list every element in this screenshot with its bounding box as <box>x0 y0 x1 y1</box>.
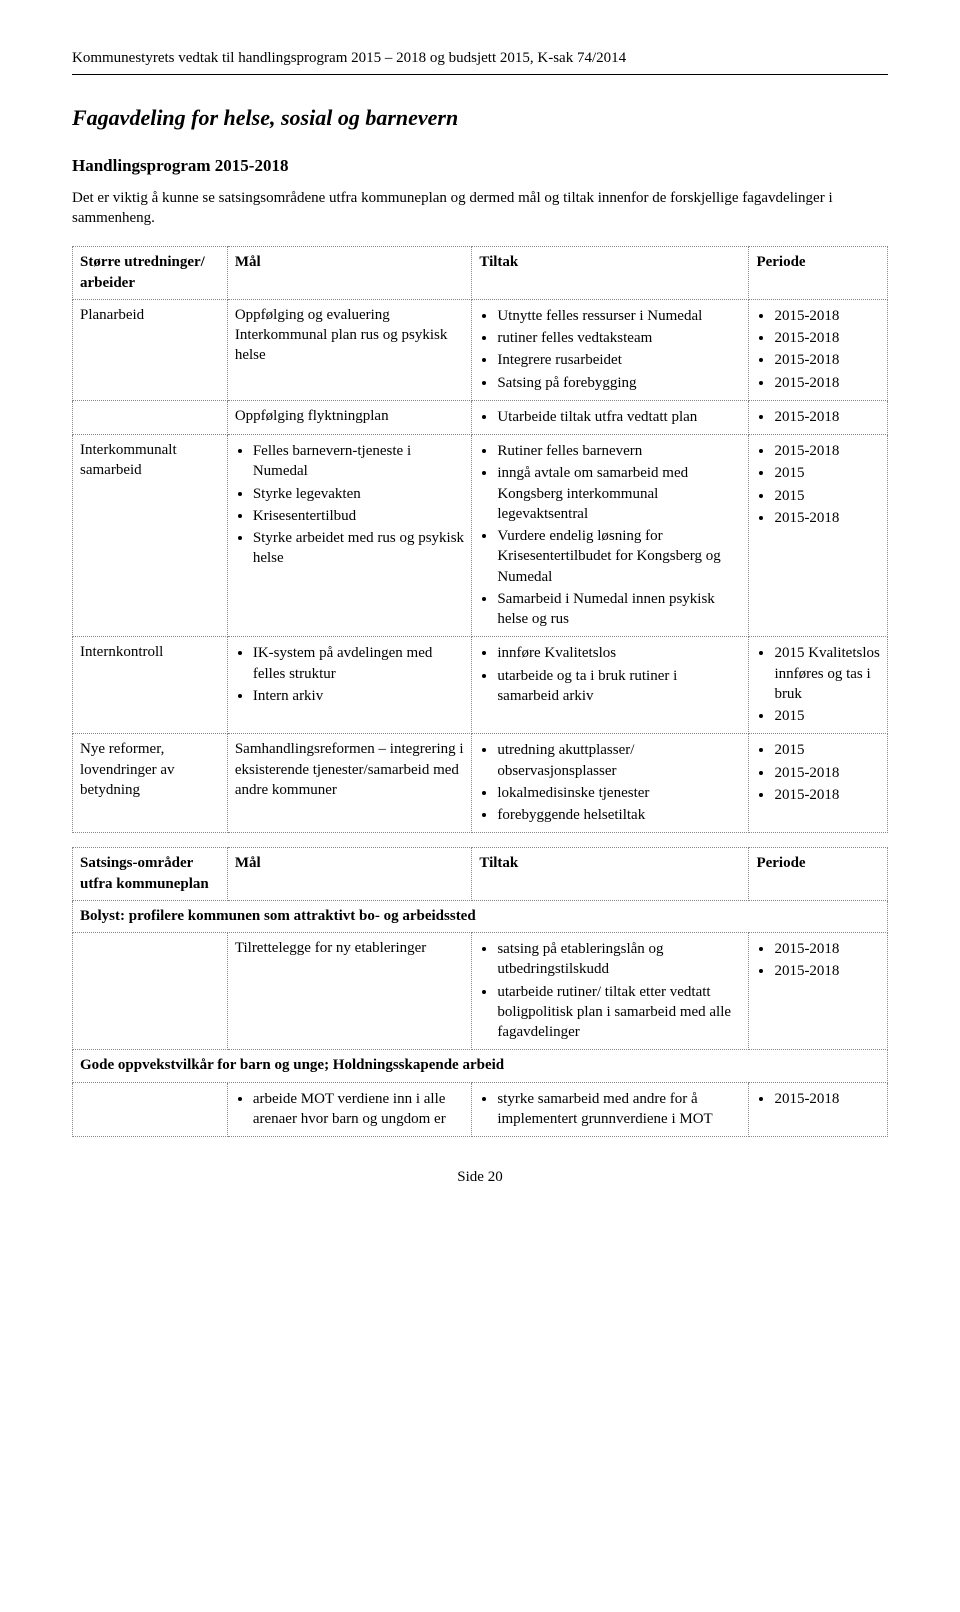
cell-goal: Oppfølging og evaluering Interkommunal p… <box>227 299 472 400</box>
list-item: forebyggende helsetiltak <box>497 804 741 826</box>
list-item: IK-system på avdelingen med felles struk… <box>253 642 465 685</box>
list-item: 2015-2018 <box>774 938 880 960</box>
intro-paragraph: Det er viktig å kunne se satsingsområden… <box>72 188 888 229</box>
list-item: 2015-2018 <box>774 327 880 349</box>
page-footer: Side 20 <box>72 1167 888 1187</box>
table-row: Oppfølging flyktningplan Utarbeide tilta… <box>73 400 888 434</box>
list-item: utredning akuttplasser/ observasjonsplas… <box>497 739 741 782</box>
table-span-row: Gode oppvekstvilkår for barn og unge; Ho… <box>73 1050 888 1082</box>
list-item: rutiner felles vedtaksteam <box>497 327 741 349</box>
list-item: Integrere rusarbeidet <box>497 349 741 371</box>
table-header-row: Satsings-områder utfra kommuneplan Mål T… <box>73 848 888 901</box>
list-item: innføre Kvalitetslos <box>497 642 741 664</box>
cell-goal: Samhandlingsreformen – integrering i eks… <box>227 734 472 833</box>
list-item: Samarbeid i Numedal innen psykisk helse … <box>497 588 741 631</box>
section-title: Fagavdeling for helse, sosial og barneve… <box>72 103 888 133</box>
subtitle: Handlingsprogram 2015-2018 <box>72 155 888 178</box>
cell-measures: Rutiner felles barnevern inngå avtale om… <box>472 435 749 637</box>
cell-period: 2015-2018 2015-2018 <box>749 933 888 1050</box>
cell-rowlabel <box>73 933 228 1050</box>
list-item: 2015-2018 <box>774 406 880 428</box>
span-heading: Bolyst: profilere kommunen som attraktiv… <box>73 900 888 932</box>
list-item: lokalmedisinske tjenester <box>497 782 741 804</box>
table-row: Nye reformer, lovendringer av betydning … <box>73 734 888 833</box>
cell-rowlabel <box>73 400 228 434</box>
cell-goal: Felles barnevern-tjeneste i Numedal Styr… <box>227 435 472 637</box>
list-item: Felles barnevern-tjeneste i Numedal <box>253 440 465 483</box>
list-item: 2015-2018 <box>774 305 880 327</box>
cell-measures: Utnytte felles ressurser i Numedal rutin… <box>472 299 749 400</box>
list-item: 2015-2018 <box>774 372 880 394</box>
table-span-row: Bolyst: profilere kommunen som attraktiv… <box>73 900 888 932</box>
list-item: Intern arkiv <box>253 685 465 707</box>
cell-period: 2015-2018 2015-2018 2015-2018 2015-2018 <box>749 299 888 400</box>
table-row: arbeide MOT verdiene inn i alle arenaer … <box>73 1082 888 1137</box>
cell-rowlabel: Nye reformer, lovendringer av betydning <box>73 734 228 833</box>
list-item: Vurdere endelig løsning for Krisesentert… <box>497 525 741 588</box>
cell-measures: utredning akuttplasser/ observasjonsplas… <box>472 734 749 833</box>
list-item: 2015-2018 <box>774 440 880 462</box>
list-item: Utnytte felles ressurser i Numedal <box>497 305 741 327</box>
cell-rowlabel <box>73 1082 228 1137</box>
list-item: 2015 <box>774 739 880 761</box>
table-row: Planarbeid Oppfølging og evaluering Inte… <box>73 299 888 400</box>
cell-measures: satsing på etableringslån og utbedringst… <box>472 933 749 1050</box>
list-item: 2015-2018 <box>774 960 880 982</box>
col-header: Større utredninger/ arbeider <box>73 247 228 300</box>
header-rule <box>72 74 888 75</box>
page-header: Kommunestyrets vedtak til handlingsprogr… <box>72 48 888 68</box>
col-header: Periode <box>749 247 888 300</box>
list-item: 2015 <box>774 485 880 507</box>
list-item: 2015 Kvalitetslos innføres og tas i bruk <box>774 642 880 705</box>
list-item: Rutiner felles barnevern <box>497 440 741 462</box>
col-header: Periode <box>749 848 888 901</box>
cell-period: 2015-2018 <box>749 1082 888 1137</box>
list-item: Krisesentertilbud <box>253 505 465 527</box>
table-row: Internkontroll IK-system på avdelingen m… <box>73 637 888 734</box>
cell-rowlabel: Internkontroll <box>73 637 228 734</box>
table-larger-studies: Større utredninger/ arbeider Mål Tiltak … <box>72 246 888 833</box>
cell-rowlabel: Planarbeid <box>73 299 228 400</box>
list-item: arbeide MOT verdiene inn i alle arenaer … <box>253 1088 465 1131</box>
list-item: utarbeide og ta i bruk rutiner i samarbe… <box>497 665 741 708</box>
cell-period: 2015 2015-2018 2015-2018 <box>749 734 888 833</box>
cell-measures: innføre Kvalitetslos utarbeide og ta i b… <box>472 637 749 734</box>
list-item: 2015 <box>774 462 880 484</box>
span-heading: Gode oppvekstvilkår for barn og unge; Ho… <box>73 1050 888 1082</box>
col-header: Mål <box>227 848 472 901</box>
col-header: Mål <box>227 247 472 300</box>
list-item: Styrke arbeidet med rus og psykisk helse <box>253 527 465 570</box>
list-item: Satsing på forebygging <box>497 372 741 394</box>
list-item: Utarbeide tiltak utfra vedtatt plan <box>497 406 741 428</box>
table-focus-areas: Satsings-områder utfra kommuneplan Mål T… <box>72 847 888 1137</box>
cell-goal: IK-system på avdelingen med felles struk… <box>227 637 472 734</box>
list-item: 2015 <box>774 705 880 727</box>
cell-goal: Tilrettelegge for ny etableringer <box>227 933 472 1050</box>
list-item: 2015-2018 <box>774 762 880 784</box>
list-item: Styrke legevakten <box>253 483 465 505</box>
col-header: Satsings-områder utfra kommuneplan <box>73 848 228 901</box>
list-item: inngå avtale om samarbeid med Kongsberg … <box>497 462 741 525</box>
list-item: 2015-2018 <box>774 507 880 529</box>
table-row: Tilrettelegge for ny etableringer satsin… <box>73 933 888 1050</box>
cell-rowlabel: Interkommunalt samarbeid <box>73 435 228 637</box>
col-header: Tiltak <box>472 848 749 901</box>
table-row: Interkommunalt samarbeid Felles barnever… <box>73 435 888 637</box>
cell-period: 2015-2018 2015 2015 2015-2018 <box>749 435 888 637</box>
list-item: styrke samarbeid med andre for å impleme… <box>497 1088 741 1131</box>
list-item: 2015-2018 <box>774 349 880 371</box>
list-item: 2015-2018 <box>774 784 880 806</box>
cell-measures: Utarbeide tiltak utfra vedtatt plan <box>472 400 749 434</box>
cell-measures: styrke samarbeid med andre for å impleme… <box>472 1082 749 1137</box>
cell-period: 2015 Kvalitetslos innføres og tas i bruk… <box>749 637 888 734</box>
list-item: satsing på etableringslån og utbedringst… <box>497 938 741 981</box>
list-item: 2015-2018 <box>774 1088 880 1110</box>
cell-period: 2015-2018 <box>749 400 888 434</box>
list-item: utarbeide rutiner/ tiltak etter vedtatt … <box>497 981 741 1044</box>
col-header: Tiltak <box>472 247 749 300</box>
cell-goal: arbeide MOT verdiene inn i alle arenaer … <box>227 1082 472 1137</box>
table-header-row: Større utredninger/ arbeider Mål Tiltak … <box>73 247 888 300</box>
cell-goal: Oppfølging flyktningplan <box>227 400 472 434</box>
